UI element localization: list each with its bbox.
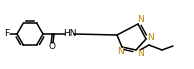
Text: O: O	[48, 42, 55, 51]
Text: N: N	[118, 47, 124, 55]
Text: HN: HN	[63, 28, 77, 37]
Text: N: N	[137, 16, 143, 24]
Text: F: F	[4, 30, 9, 39]
Text: N: N	[148, 34, 154, 43]
Text: N: N	[137, 49, 143, 57]
